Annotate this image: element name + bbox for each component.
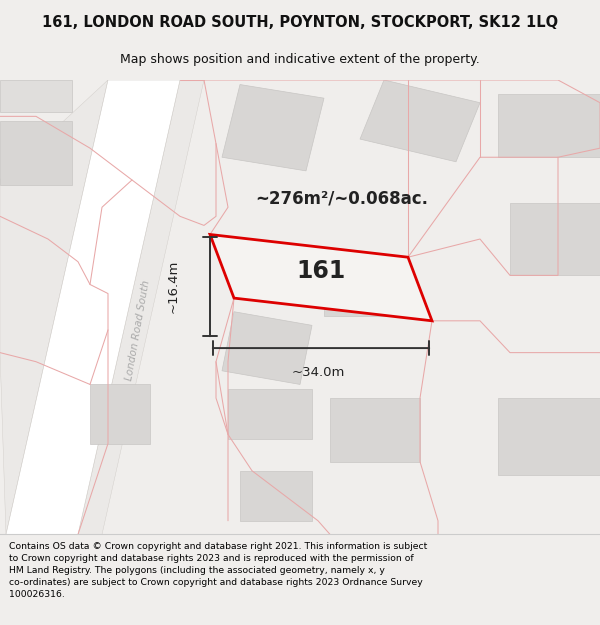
- Polygon shape: [90, 384, 150, 444]
- Text: Contains OS data © Crown copyright and database right 2021. This information is : Contains OS data © Crown copyright and d…: [9, 542, 427, 599]
- Text: ~34.0m: ~34.0m: [292, 366, 344, 379]
- Polygon shape: [222, 312, 312, 384]
- Polygon shape: [498, 94, 600, 158]
- Polygon shape: [510, 202, 600, 276]
- Polygon shape: [228, 389, 312, 439]
- Text: London Road South: London Road South: [124, 279, 152, 381]
- Polygon shape: [0, 80, 72, 112]
- Text: ~16.4m: ~16.4m: [167, 260, 180, 313]
- Polygon shape: [0, 121, 72, 184]
- Polygon shape: [6, 80, 180, 534]
- Polygon shape: [210, 234, 432, 321]
- Polygon shape: [78, 80, 204, 534]
- Polygon shape: [240, 471, 312, 521]
- Text: ~276m²/~0.068ac.: ~276m²/~0.068ac.: [256, 189, 428, 207]
- Text: 161: 161: [296, 259, 346, 283]
- Polygon shape: [330, 398, 420, 462]
- Polygon shape: [0, 80, 108, 534]
- Text: 161, LONDON ROAD SOUTH, POYNTON, STOCKPORT, SK12 1LQ: 161, LONDON ROAD SOUTH, POYNTON, STOCKPO…: [42, 15, 558, 30]
- Polygon shape: [222, 84, 324, 171]
- Polygon shape: [498, 398, 600, 475]
- Polygon shape: [360, 80, 480, 162]
- Text: Map shows position and indicative extent of the property.: Map shows position and indicative extent…: [120, 54, 480, 66]
- Polygon shape: [324, 262, 402, 316]
